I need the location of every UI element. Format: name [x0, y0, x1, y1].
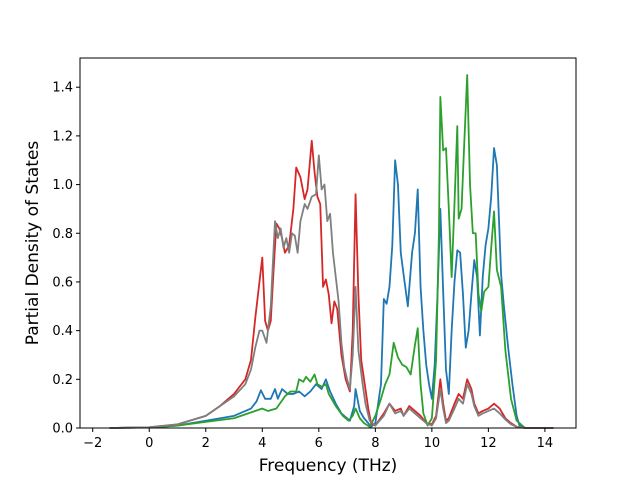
x-tick-label: 10 [424, 436, 441, 451]
y-axis-label: Partial Density of States [23, 141, 43, 346]
y-tick-label: 0.2 [52, 373, 73, 388]
series-line-3 [109, 139, 554, 429]
x-tick-label: 6 [315, 436, 323, 451]
x-axis: −2 0 2 4 6 8 10 12 14 [83, 428, 553, 451]
x-tick-label: 0 [145, 436, 153, 451]
x-tick-label: 8 [371, 436, 379, 451]
y-tick-label: 0.4 [52, 324, 73, 339]
x-axis-label: Frequency (THz) [259, 456, 398, 476]
y-tick-label: 1.4 [52, 81, 73, 96]
x-tick-label: 14 [537, 436, 554, 451]
plot-frame [79, 57, 577, 429]
series-layer [109, 74, 554, 429]
y-tick-label: 0.0 [52, 422, 73, 437]
y-tick-label: 1.2 [52, 129, 73, 144]
y-tick-label: 0.6 [52, 275, 73, 290]
x-tick-label: 12 [480, 436, 497, 451]
y-axis: 0.0 0.2 0.4 0.6 0.8 1.0 1.2 1.4 [52, 81, 80, 437]
x-tick-label: 4 [258, 436, 266, 451]
y-tick-label: 0.8 [52, 227, 73, 242]
x-tick-label: 2 [202, 436, 210, 451]
x-tick-label: −2 [83, 436, 102, 451]
series-line-4 [109, 154, 554, 429]
y-tick-label: 1.0 [52, 178, 73, 193]
series-line-2 [109, 74, 554, 429]
